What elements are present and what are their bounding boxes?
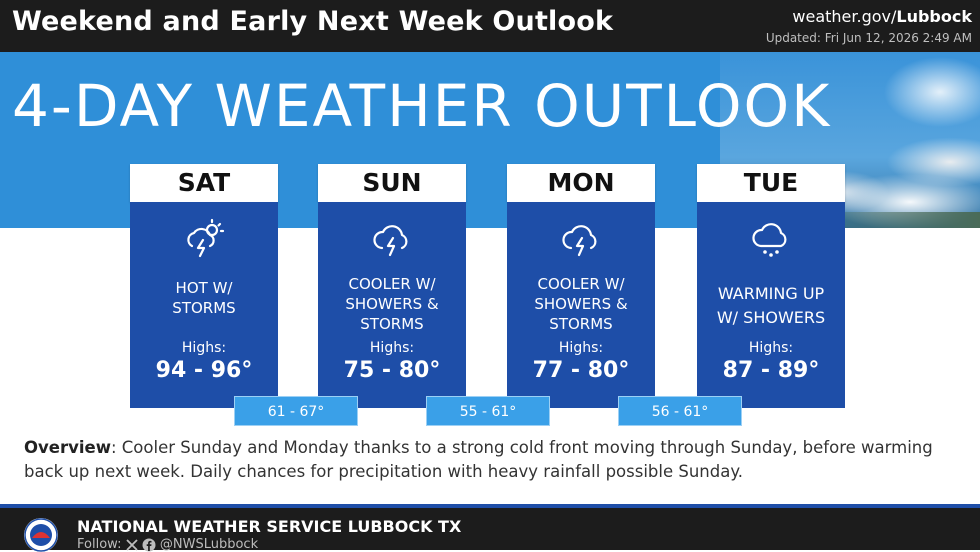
site-prefix: weather.gov/ — [792, 7, 897, 26]
day-panel: COOLER W/ SHOWERS & STORMS Highs: 77 - 8… — [507, 202, 655, 408]
forecast-description: HOT W/ STORMS — [138, 278, 270, 318]
day-panel: WARMING UP W/ SHOWERS Highs: 87 - 89° — [697, 202, 845, 408]
site-name: Lubbock — [896, 7, 972, 26]
nws-logo-icon — [24, 518, 58, 552]
desc-line: COOLER W/ — [537, 275, 625, 293]
highs-value: 94 - 96° — [155, 358, 253, 383]
highs-label: Highs: — [748, 340, 794, 356]
day-card-sun: SUN COOLER W/ SHOWERS & STORMS Highs: 75… — [318, 164, 466, 408]
highs-label: Highs: — [369, 340, 415, 356]
overview-label: Overview — [24, 438, 111, 457]
social-handle[interactable]: @NWSLubbock — [159, 537, 259, 552]
follow-row: Follow: @NWSLubbock — [77, 537, 258, 552]
forecast-description: WARMING UP W/ SHOWERS — [705, 282, 837, 330]
outlook-title: 4-DAY WEATHER OUTLOOK — [12, 72, 832, 140]
low-range-sun-night: 55 - 61° — [426, 396, 550, 426]
desc-line: SHOWERS & — [345, 295, 439, 313]
highs-value: 87 - 89° — [722, 358, 820, 383]
day-name: MON — [507, 164, 655, 202]
page-title: Weekend and Early Next Week Outlook — [12, 6, 614, 37]
footer-bar: NATIONAL WEATHER SERVICE LUBBOCK TX Foll… — [0, 504, 980, 552]
forecast-description: COOLER W/ SHOWERS & STORMS — [326, 274, 458, 334]
org-name: NATIONAL WEATHER SERVICE LUBBOCK TX — [77, 517, 462, 536]
desc-line: STORMS — [172, 299, 236, 317]
day-card-sat: SAT HOT W/ STORMS Highs: 94 - 96° — [130, 164, 278, 408]
day-name: SUN — [318, 164, 466, 202]
day-panel: HOT W/ STORMS Highs: 94 - 96° — [130, 202, 278, 408]
highs-value: 75 - 80° — [343, 358, 441, 383]
desc-line: WARMING UP — [717, 284, 825, 303]
x-icon[interactable] — [125, 538, 138, 551]
day-name: TUE — [697, 164, 845, 202]
low-range-mon-night: 56 - 61° — [618, 396, 742, 426]
highs-label: Highs: — [558, 340, 604, 356]
site-link[interactable]: weather.gov/Lubbock — [792, 7, 972, 26]
sun-storm-icon — [187, 218, 225, 258]
low-range-sat-night: 61 - 67° — [234, 396, 358, 426]
storm-cloud-icon — [562, 225, 597, 257]
overview-text: Overview: Cooler Sunday and Monday thank… — [24, 436, 964, 484]
updated-timestamp: Updated: Fri Jun 12, 2026 2:49 AM — [765, 31, 972, 45]
forecast-description: COOLER W/ SHOWERS & STORMS — [515, 274, 647, 334]
day-name: SAT — [130, 164, 278, 202]
follow-label: Follow: — [77, 537, 122, 552]
day-card-tue: TUE WARMING UP W/ SHOWERS Highs: 87 - 89… — [697, 164, 845, 408]
desc-line: STORMS — [360, 315, 424, 333]
desc-line: SHOWERS & — [534, 295, 628, 313]
overview-body: : Cooler Sunday and Monday thanks to a s… — [24, 438, 933, 481]
desc-line: W/ SHOWERS — [716, 308, 826, 327]
storm-cloud-icon — [373, 225, 408, 257]
top-bar: Weekend and Early Next Week Outlook weat… — [0, 0, 980, 52]
desc-line: COOLER W/ — [348, 275, 436, 293]
desc-line: STORMS — [549, 315, 613, 333]
desc-line: HOT W/ — [175, 279, 233, 297]
day-panel: COOLER W/ SHOWERS & STORMS Highs: 75 - 8… — [318, 202, 466, 408]
highs-value: 77 - 80° — [532, 358, 630, 383]
rain-cloud-icon — [752, 223, 787, 257]
day-card-mon: MON COOLER W/ SHOWERS & STORMS Highs: 77… — [507, 164, 655, 408]
facebook-icon[interactable] — [142, 538, 156, 552]
highs-label: Highs: — [181, 340, 227, 356]
